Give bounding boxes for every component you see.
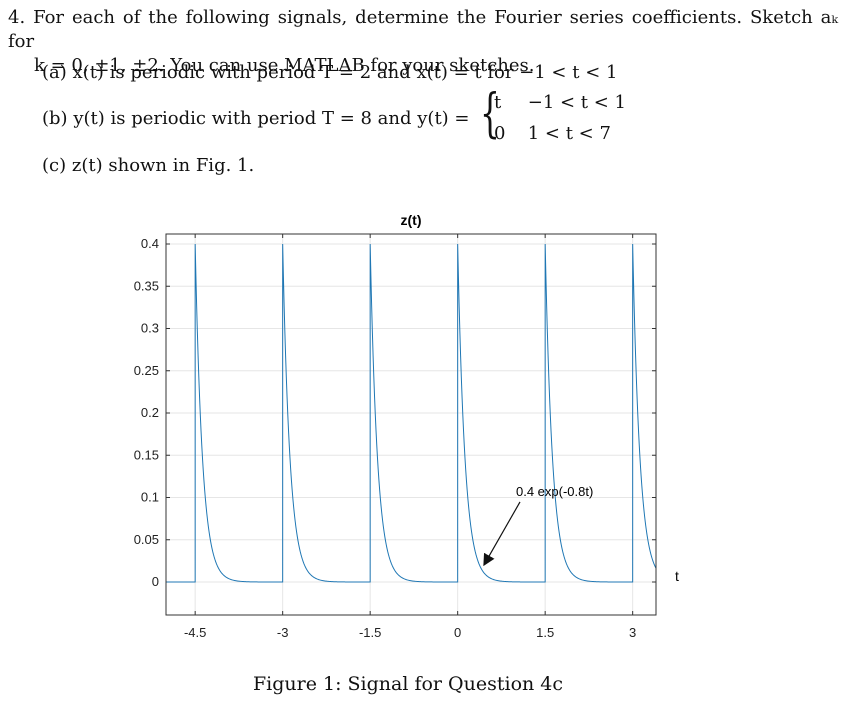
signal-chart: 0 0.05 0.1 0.15 0.2 0.25 0.3 0.35 0.4 -4.5 -3 -1.5 0… xyxy=(134,212,679,640)
part-a-label: (a) xyxy=(42,62,67,83)
annotation-text: 0.4 exp(-0.8t) xyxy=(516,484,593,499)
y-tick-label: 0.1 xyxy=(141,490,159,505)
y-tick-label: 0.25 xyxy=(134,363,159,378)
part-c-label: (c) xyxy=(42,155,67,176)
case-1-condition: −1 < t < 1 xyxy=(527,92,627,113)
x-tick-label: -4.5 xyxy=(184,625,206,640)
part-c: (c) z(t) shown in Fig. 1. xyxy=(42,155,254,176)
case-2-value: 0 xyxy=(494,123,506,144)
x-tick-label: -3 xyxy=(277,625,289,640)
y-tick-label: 0.05 xyxy=(134,532,159,547)
part-b-text: y(t) is periodic with period T = 8 and y… xyxy=(73,108,470,129)
plot-frame xyxy=(165,233,657,616)
case-1-value: t xyxy=(494,92,502,113)
part-b-label: (b) xyxy=(42,108,68,129)
question-number: 4. xyxy=(8,7,26,28)
signal-line xyxy=(166,243,657,583)
chart-grid xyxy=(166,234,656,615)
question-line-1-text: For each of the following signals, deter… xyxy=(8,7,838,52)
part-a-text: x(t) is periodic with period T = 2 and x… xyxy=(72,62,618,83)
x-axis-label: t xyxy=(675,568,679,584)
piecewise-case-2: 0 1 < t < 7 xyxy=(494,123,611,144)
case-2-condition: 1 < t < 7 xyxy=(527,123,611,144)
part-b: (b) y(t) is periodic with period T = 8 a… xyxy=(42,108,470,129)
x-tick-label: 1.5 xyxy=(536,625,554,640)
question-text: 4. For each of the following signals, de… xyxy=(8,6,838,78)
left-brace: { xyxy=(480,84,500,144)
y-tick-label: 0.3 xyxy=(141,321,159,336)
piecewise-definition: { t −1 < t < 1 0 1 < t < 7 xyxy=(480,84,640,148)
y-tick-label: 0.15 xyxy=(134,447,159,462)
y-tick-label: 0.4 xyxy=(141,236,159,251)
question-line-1: 4. For each of the following signals, de… xyxy=(8,6,838,54)
x-tick-label: 3 xyxy=(629,625,636,640)
y-tick-label: 0.35 xyxy=(134,278,159,293)
x-tick-label: 0 xyxy=(454,625,461,640)
part-a: (a) x(t) is periodic with period T = 2 a… xyxy=(42,62,617,83)
question-line-2: k = 0, ±1, ±2. You can use MATLAB for yo… xyxy=(34,55,535,76)
y-tick-label: 0.2 xyxy=(141,405,159,420)
annotation-arrow xyxy=(483,501,521,567)
y-tick-label: 0 xyxy=(152,574,159,589)
x-tick-label: -1.5 xyxy=(359,625,381,640)
part-c-text: z(t) shown in Fig. 1. xyxy=(71,155,255,176)
chart-ticks: 0 0.05 0.1 0.15 0.2 0.25 0.3 0.35 0.4 -4.5 -3 -1.5 0… xyxy=(134,234,656,640)
figure-caption: Figure 1: Signal for Question 4c xyxy=(252,673,564,695)
piecewise-case-1: t −1 < t < 1 xyxy=(494,92,626,113)
chart-title: z(t) xyxy=(401,212,422,228)
